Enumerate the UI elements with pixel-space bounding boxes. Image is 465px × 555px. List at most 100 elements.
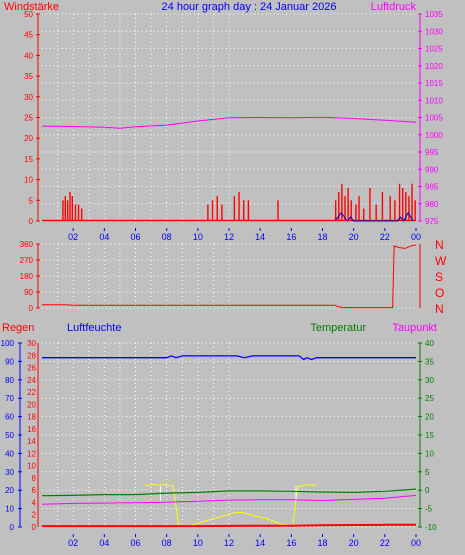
yellow-line [144, 483, 317, 528]
right-tick-label: 1030 [425, 27, 443, 36]
left-tick-label: 10 [24, 176, 33, 185]
wind-direction-line [42, 244, 417, 309]
feuchte-tick-label: 24 [27, 376, 36, 385]
wind-bar [221, 204, 223, 221]
x-tick-label: 22 [380, 538, 390, 548]
x-tick-label: 20 [349, 538, 359, 548]
x-tick-label: 00 [411, 232, 421, 242]
label-regen: Regen [2, 322, 34, 334]
temperature-line [41, 488, 417, 497]
wind-bar [334, 200, 337, 221]
label-taupunkt: Taupunkt [392, 322, 437, 334]
wind-bar [411, 183, 413, 221]
dir-tick-label: 0 [29, 304, 34, 313]
feuchte-tick-label: 28 [27, 351, 36, 360]
x-tick-label: 22 [380, 232, 390, 242]
wind-bar [414, 200, 416, 221]
feuchte-tick-label: 4 [32, 498, 37, 507]
wind-bar [74, 204, 77, 221]
left-tick-label: 35 [24, 72, 33, 81]
right-tick-label: 995 [425, 148, 439, 157]
wind-bar [401, 187, 404, 221]
right-tick-label: 1000 [425, 131, 443, 140]
feuchte-tick-label: 12 [27, 449, 36, 458]
wind-bar [211, 200, 214, 221]
regen-tick-label: 80 [5, 376, 14, 385]
x-tick-label: 18 [317, 538, 327, 548]
wind-bar [350, 200, 352, 221]
left-tick-label: 30 [24, 93, 33, 102]
temp-tick-label: 40 [425, 339, 434, 348]
regen-tick-label: 70 [5, 394, 14, 403]
wind-bar [216, 196, 218, 221]
compass-label: W [435, 254, 447, 268]
wind-bar [355, 204, 357, 221]
x-tick-label: 06 [130, 232, 140, 242]
temp-tick-label: 25 [425, 394, 434, 403]
feuchte-tick-label: 2 [32, 511, 37, 520]
humidity-line [42, 355, 416, 361]
temp-tick-label: 35 [425, 357, 434, 366]
right-tick-label: 1005 [425, 114, 443, 123]
panel1-ticks: 0510152025303540455097598098599099510001… [24, 10, 443, 242]
wind-bar [77, 204, 80, 221]
wind-bar [394, 200, 396, 221]
panel3-series [41, 355, 417, 528]
regen-tick-label: 100 [1, 339, 15, 348]
x-tick-label: 12 [224, 232, 234, 242]
temp-tick-label: 5 [425, 468, 430, 477]
right-tick-label: 1020 [425, 62, 443, 71]
right-tick-label: 990 [425, 165, 439, 174]
feuchte-tick-label: 26 [27, 364, 36, 373]
feuchte-tick-label: 18 [27, 413, 36, 422]
left-tick-label: 25 [24, 114, 33, 123]
wind-bar [243, 200, 245, 221]
feuchte-tick-label: 16 [27, 425, 36, 434]
rain-line [42, 523, 416, 528]
wind-bar [363, 208, 365, 221]
x-tick-label: 04 [99, 538, 109, 548]
feuchte-tick-label: 10 [27, 462, 36, 471]
wind-bar [341, 183, 343, 221]
right-tick-label: 975 [425, 217, 439, 226]
right-tick-label: 980 [425, 200, 439, 209]
pressure-line [41, 116, 417, 129]
wind-bar [389, 196, 391, 221]
chart-title: 24 hour graph day : 24 Januar 2026 [162, 1, 337, 13]
regen-tick-label: 50 [5, 431, 14, 440]
panel1-series [41, 116, 417, 222]
x-tick-label: 16 [286, 232, 296, 242]
x-tick-label: 02 [68, 232, 78, 242]
x-tick-label: 10 [193, 538, 203, 548]
left-tick-label: 15 [24, 155, 33, 164]
label-temperatur: Temperatur [310, 322, 366, 334]
x-tick-label: 04 [99, 232, 109, 242]
wind-bar [233, 196, 236, 221]
x-tick-label: 08 [162, 538, 172, 548]
x-tick-label: 06 [130, 538, 140, 548]
feuchte-tick-label: 20 [27, 400, 36, 409]
dir-tick-label: 270 [20, 256, 34, 265]
temp-tick-label: -10 [425, 523, 437, 532]
right-tick-label: 1025 [425, 45, 443, 54]
left-tick-label: 20 [24, 134, 33, 143]
right-tick-label: 985 [425, 183, 439, 192]
ylabel-luftdruck: Luftdruck [371, 1, 417, 13]
wind-bar [338, 192, 340, 221]
wind-bar [381, 192, 384, 221]
gust-line [334, 211, 414, 222]
x-tick-label: 16 [286, 538, 296, 548]
wind-bar [62, 200, 64, 221]
left-tick-label: 45 [24, 31, 33, 40]
wind-bar [347, 187, 349, 221]
dir-tick-label: 90 [24, 288, 33, 297]
wind-bar [358, 196, 360, 221]
temp-tick-label: -5 [425, 505, 433, 514]
right-tick-label: 1015 [425, 79, 443, 88]
feuchte-tick-label: 0 [32, 523, 37, 532]
temp-tick-label: 30 [425, 376, 434, 385]
feuchte-tick-label: 14 [27, 437, 36, 446]
dir-tick-label: 360 [20, 240, 34, 249]
